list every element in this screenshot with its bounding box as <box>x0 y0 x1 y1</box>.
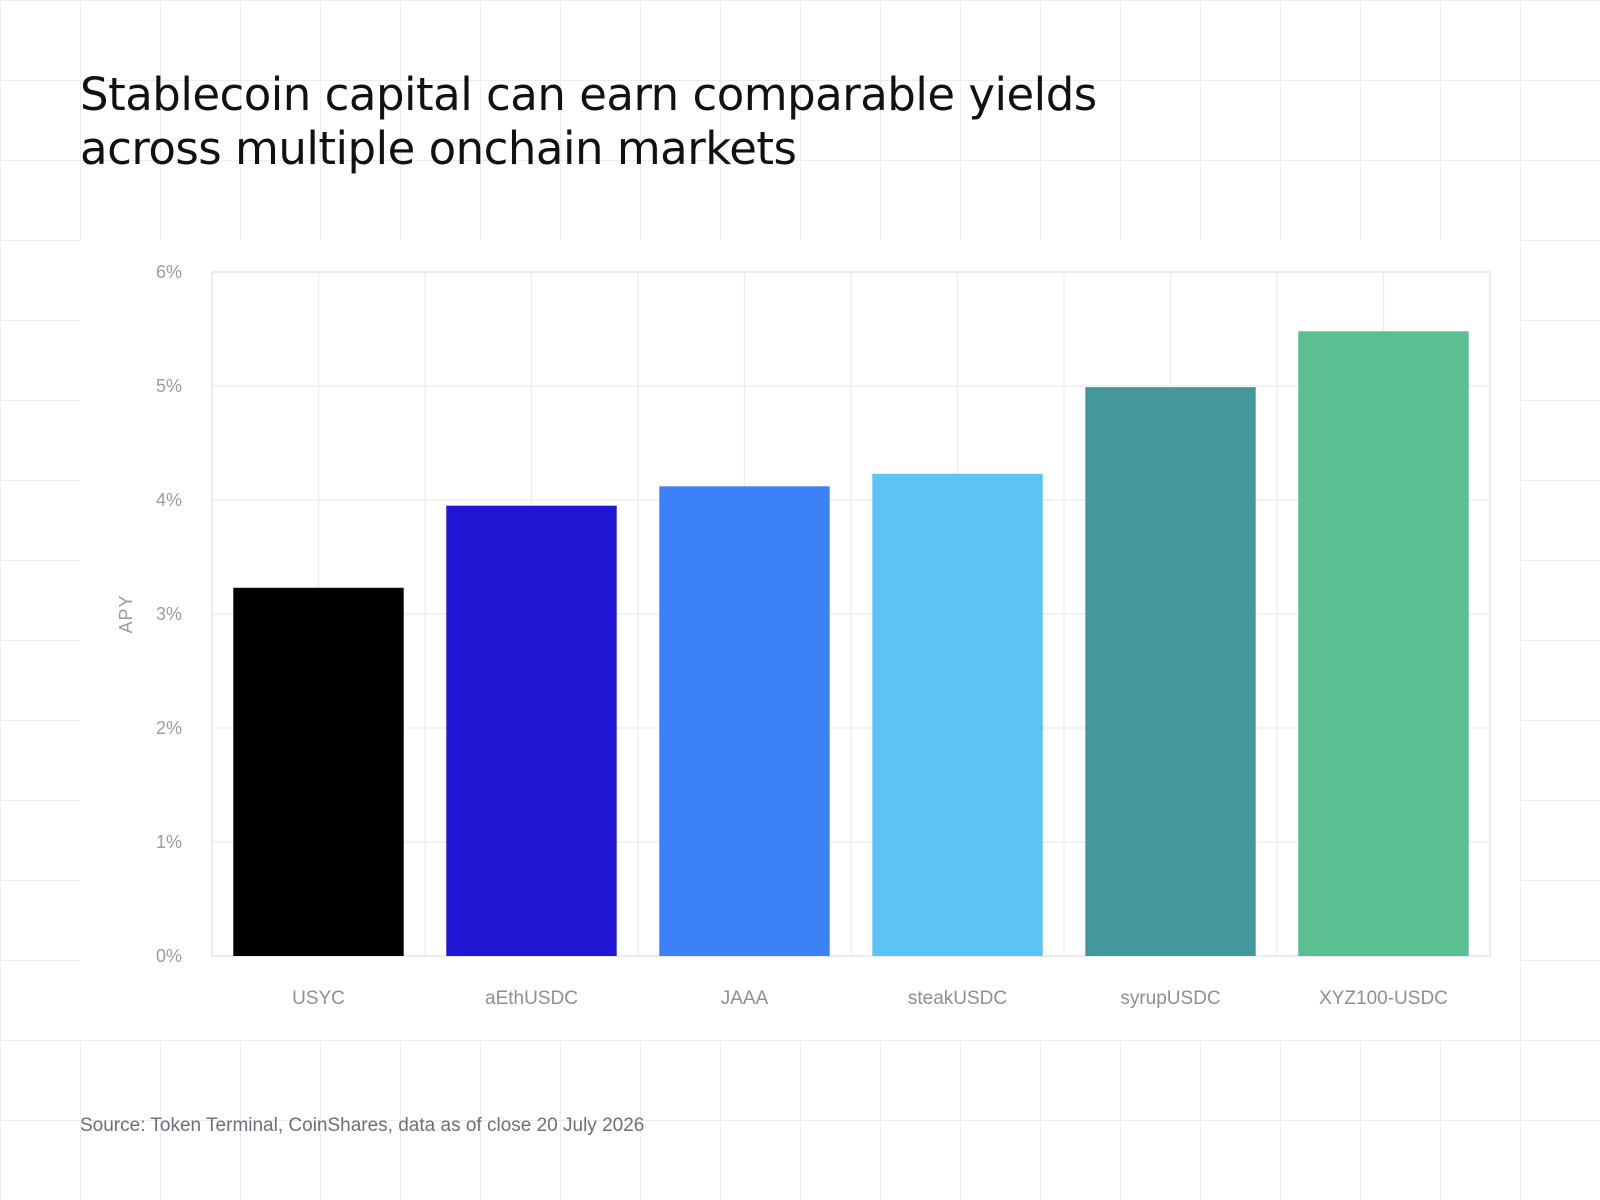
y-tick-label: 5% <box>156 376 182 396</box>
bar-xyz100-usdc <box>1298 331 1469 956</box>
bar-aethusdc <box>446 505 617 956</box>
bar-jaaa <box>659 486 830 956</box>
x-tick-label: JAAA <box>721 988 769 1009</box>
x-tick-label: aEthUSDC <box>485 988 578 1009</box>
y-tick-label: 3% <box>156 604 182 624</box>
chart-panel: 0% 1% 2% 3% 4% 5% 6% APY USYC aEthUSDC JAAA steakUS… <box>80 240 1520 1040</box>
x-tick-label: USYC <box>292 988 345 1009</box>
y-tick-label: 2% <box>156 718 182 738</box>
bar-steakusdc <box>872 473 1043 956</box>
x-tick-label: syrupUSDC <box>1120 988 1220 1009</box>
chart-title: Stablecoin capital can earn comparable y… <box>80 68 1280 176</box>
x-tick-label: steakUSDC <box>908 988 1007 1009</box>
bar-syrupusdc <box>1085 387 1256 956</box>
x-tick-label: XYZ100-USDC <box>1319 988 1448 1009</box>
bar-chart: 0% 1% 2% 3% 4% 5% 6% APY USYC aEthUSDC JAAA steakUS… <box>116 262 1491 1009</box>
plot-frame <box>211 271 1491 957</box>
y-axis-label: APY <box>116 594 136 633</box>
y-tick-label: 6% <box>156 262 182 282</box>
y-tick-label: 4% <box>156 490 182 510</box>
bar-usyc <box>233 587 404 956</box>
y-tick-label: 1% <box>156 832 182 852</box>
chart-title-line-1: Stablecoin capital can earn comparable y… <box>80 68 1097 121</box>
chart-title-line-2: across multiple onchain markets <box>80 122 797 175</box>
source-note: Source: Token Terminal, CoinShares, data… <box>80 1115 645 1136</box>
y-tick-label: 0% <box>156 946 182 966</box>
